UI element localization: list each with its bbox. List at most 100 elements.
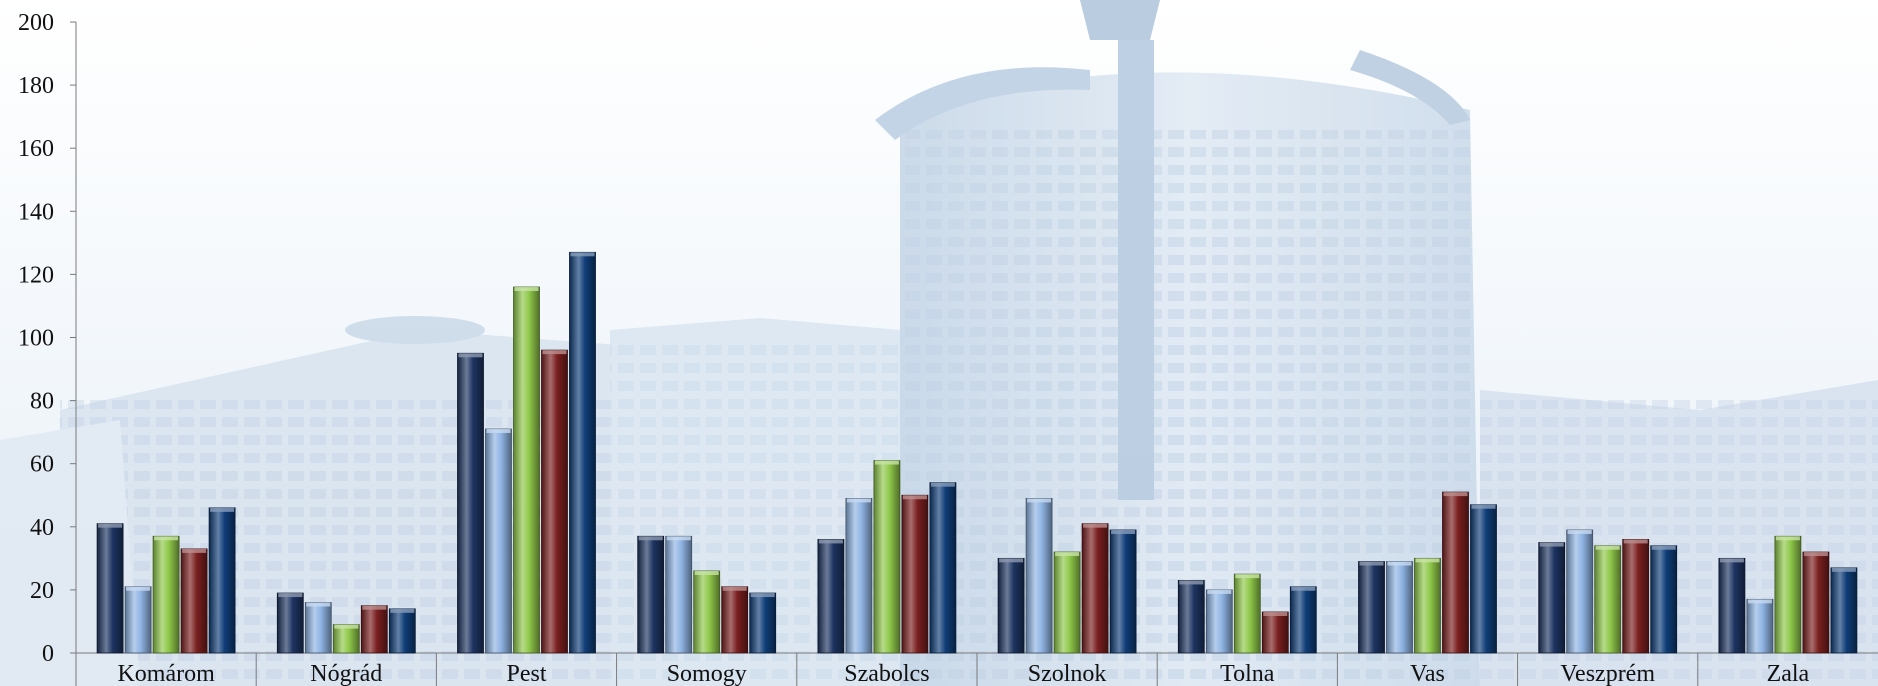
bar <box>1081 523 1109 654</box>
bar-top-highlight <box>999 558 1024 563</box>
bar-top-highlight <box>1111 529 1136 534</box>
x-tick-label: Veszprém <box>1560 661 1655 686</box>
bar <box>1774 535 1802 654</box>
bar-top-highlight <box>1443 492 1468 497</box>
bar <box>1718 557 1746 654</box>
x-tick-label: Pest <box>506 661 546 686</box>
bar <box>721 586 749 654</box>
bar-top-highlight <box>874 460 899 465</box>
bar-top-highlight <box>1359 561 1384 566</box>
y-tick-label: 100 <box>18 326 54 352</box>
bar-top-highlight <box>1263 611 1288 616</box>
bar-top-highlight <box>1539 542 1564 547</box>
bar <box>1566 529 1594 654</box>
y-tick-label: 80 <box>30 389 54 415</box>
bar-top-highlight <box>210 507 235 512</box>
bar <box>1470 504 1497 654</box>
bar <box>817 539 845 654</box>
bar-top-highlight <box>1179 580 1204 585</box>
x-tick-label: Szolnok <box>1028 661 1107 686</box>
x-tick-label: Vas <box>1410 661 1445 686</box>
bar <box>997 557 1025 654</box>
bar <box>388 608 416 654</box>
bar <box>152 535 180 654</box>
y-tick-label: 160 <box>18 136 54 162</box>
bar-top-highlight <box>666 536 691 541</box>
y-tick-label: 60 <box>30 452 54 478</box>
bar <box>541 349 568 654</box>
bar-top-highlight <box>126 586 151 591</box>
bar-top-highlight <box>362 605 387 610</box>
bar-top-highlight <box>1235 574 1260 579</box>
bar <box>1414 557 1441 654</box>
x-tick-label: Nógrád <box>310 661 382 686</box>
bar <box>1109 529 1137 654</box>
bar-top-highlight <box>1027 498 1052 503</box>
bar-top-highlight <box>334 624 359 629</box>
bar-top-highlight <box>1567 529 1592 534</box>
bar <box>1650 545 1678 654</box>
bar <box>96 523 124 654</box>
x-tick-label: Somogy <box>667 661 747 686</box>
x-tick-label: Tolna <box>1220 661 1275 686</box>
bar-top-highlight <box>818 539 843 544</box>
bar-top-highlight <box>486 428 511 433</box>
bar-top-highlight <box>570 252 595 257</box>
x-tick-label: Komárom <box>117 661 215 686</box>
bar <box>693 570 721 654</box>
bar <box>1053 551 1081 654</box>
bar <box>1358 561 1385 654</box>
bar-top-highlight <box>1055 552 1080 557</box>
bar <box>1386 561 1413 654</box>
bar-top-highlight <box>750 593 775 598</box>
bar-top-highlight <box>542 350 567 355</box>
bar-top-highlight <box>1291 586 1316 591</box>
bar <box>1594 545 1622 654</box>
bar-top-highlight <box>514 287 539 292</box>
chart-bars <box>96 251 1858 654</box>
bar <box>1289 586 1317 654</box>
y-tick-label: 40 <box>30 515 54 541</box>
bar <box>208 507 236 654</box>
bar-top-highlight <box>1803 552 1828 557</box>
bar-top-highlight <box>846 498 871 503</box>
bar-top-highlight <box>1651 545 1676 550</box>
bar-top-highlight <box>1775 536 1800 541</box>
y-tick-label: 140 <box>18 199 54 225</box>
bar-top-highlight <box>458 353 483 358</box>
bar-top-highlight <box>1207 589 1232 594</box>
bar <box>457 352 484 654</box>
bar <box>1261 611 1289 654</box>
bar-top-highlight <box>1471 504 1496 509</box>
bar <box>332 624 360 654</box>
bar <box>569 251 596 654</box>
bar-top-highlight <box>722 586 747 591</box>
bar-top-highlight <box>1623 539 1648 544</box>
bar <box>124 586 152 654</box>
bar-top-highlight <box>306 602 331 607</box>
bar <box>845 498 873 654</box>
bar-top-highlight <box>1831 567 1856 572</box>
bar <box>1622 539 1650 654</box>
bar <box>637 535 665 654</box>
bar <box>1233 573 1261 654</box>
bar <box>901 494 929 654</box>
bar <box>1177 580 1205 654</box>
bar-top-highlight <box>98 523 123 528</box>
bar-top-highlight <box>390 608 415 613</box>
bar <box>485 428 512 654</box>
bar <box>1830 567 1858 654</box>
bar-top-highlight <box>1595 545 1620 550</box>
bar-top-highlight <box>278 593 303 598</box>
x-tick-label: Zala <box>1767 661 1810 686</box>
bar-top-highlight <box>694 570 719 575</box>
bar <box>304 602 332 654</box>
y-tick-label: 200 <box>18 10 54 36</box>
bar-top-highlight <box>1747 599 1772 604</box>
y-tick-label: 20 <box>30 578 54 604</box>
bar <box>276 592 304 654</box>
x-tick-label: Szabolcs <box>844 661 929 686</box>
bar <box>665 535 693 654</box>
bar-top-highlight <box>1387 561 1412 566</box>
